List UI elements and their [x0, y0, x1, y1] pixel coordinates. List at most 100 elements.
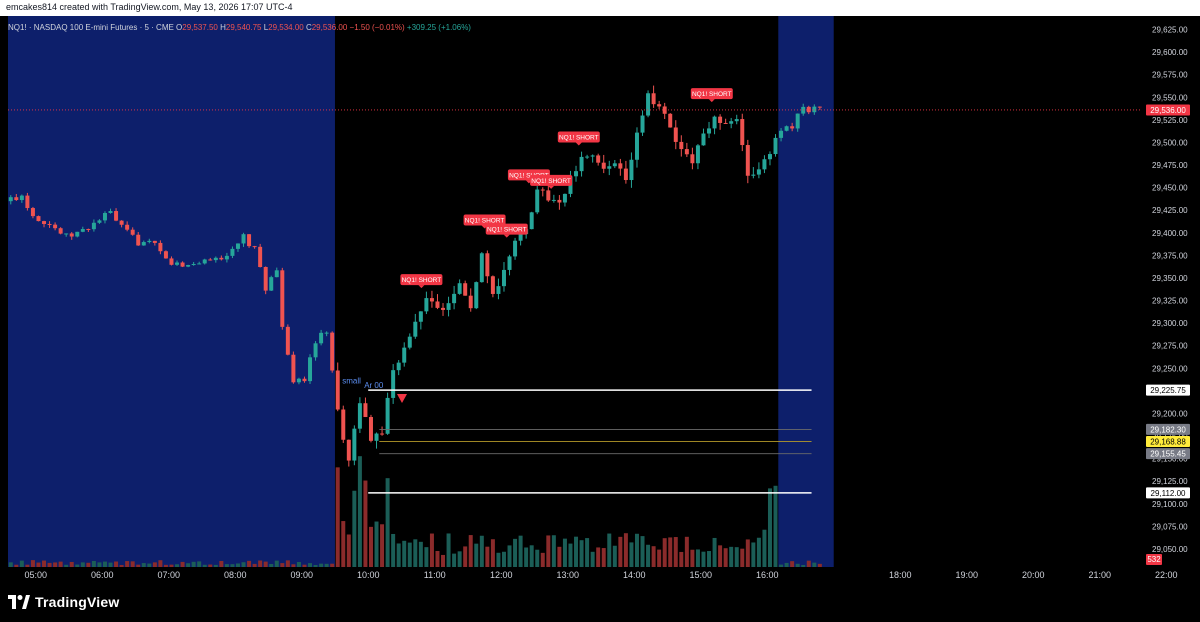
- signal-label-text: NQ1! SHORT: [692, 91, 732, 98]
- volume-bar: [108, 562, 113, 567]
- volume-bar: [97, 562, 102, 567]
- candle: [806, 106, 811, 113]
- volume-bar: [501, 551, 506, 567]
- x-tick-label: 15:00: [689, 570, 712, 580]
- volume-bar: [64, 564, 69, 567]
- drawing-label-text: small: [342, 377, 361, 386]
- volume-bar: [546, 535, 551, 567]
- candle: [19, 195, 24, 201]
- candle: [86, 229, 91, 231]
- volume-bar: [745, 539, 750, 567]
- tradingview-logo[interactable]: TradingView: [8, 594, 119, 610]
- candle: [607, 166, 612, 169]
- candle: [695, 145, 700, 164]
- credit-text: emcakes814 created with TradingView.com,…: [6, 2, 293, 12]
- candle: [418, 311, 423, 322]
- candle: [258, 246, 263, 268]
- volume-bar: [335, 467, 340, 567]
- legend-text: NQ1! · NASDAQ 100 E-mini Futures · 5 · C…: [8, 23, 471, 32]
- volume-bar: [623, 533, 628, 567]
- volume-bar: [391, 533, 396, 567]
- volume-bar: [657, 549, 662, 567]
- volume-tag-bg: [1146, 554, 1162, 565]
- candle: [175, 262, 180, 265]
- candle: [740, 119, 745, 146]
- brand-name: TradingView: [35, 594, 120, 610]
- volume-bar: [119, 564, 124, 567]
- candle: [91, 222, 96, 230]
- volume-bar: [291, 564, 296, 567]
- candle: [557, 199, 562, 203]
- candle: [723, 122, 728, 124]
- volume-bar: [662, 538, 667, 567]
- candle: [114, 211, 119, 221]
- volume-bar: [263, 561, 268, 567]
- candle: [540, 189, 545, 191]
- candle: [230, 248, 235, 256]
- volume-bar: [296, 562, 301, 567]
- candle: [668, 113, 673, 128]
- candle: [136, 234, 141, 246]
- candle: [640, 115, 645, 133]
- candle: [125, 224, 130, 230]
- x-tick-label: 22:00: [1155, 570, 1178, 580]
- y-tick-label: 29,350.00: [1152, 274, 1188, 283]
- candle: [601, 162, 606, 169]
- candle: [474, 282, 479, 309]
- volume-bar: [513, 538, 518, 567]
- candle: [424, 298, 429, 312]
- drawing-label-text: Ar 00: [364, 381, 384, 390]
- candle: [53, 224, 58, 229]
- volume-bar: [219, 560, 224, 567]
- signal-label-text: NQ1! SHORT: [509, 172, 549, 179]
- level-tag: 29,182.30: [1150, 425, 1186, 434]
- volume-bar: [197, 561, 202, 567]
- volume-bar: [795, 563, 800, 567]
- candle: [241, 234, 246, 244]
- signal-label-bg: [557, 131, 600, 143]
- volume-bar: [585, 538, 590, 567]
- y-tick-label: 29,375.00: [1152, 251, 1188, 260]
- volume-bar: [330, 563, 335, 567]
- volume-bar: [14, 564, 19, 567]
- candle: [684, 149, 689, 155]
- volume-bar: [75, 564, 80, 567]
- volume-bar: [91, 560, 96, 567]
- candle: [413, 321, 418, 337]
- candle: [102, 212, 107, 221]
- legend-c-value: 29,536.00: [312, 23, 350, 32]
- level-tag-bg: [1146, 423, 1190, 435]
- volume-bar: [429, 533, 434, 567]
- candle: [429, 298, 434, 302]
- volume-bar: [36, 562, 41, 567]
- signal-label-bg: [463, 214, 506, 226]
- volume-bar: [806, 560, 811, 567]
- volume-bar: [346, 534, 351, 567]
- candle: [590, 155, 595, 157]
- x-tick-label: 09:00: [290, 570, 313, 580]
- x-tick-label: 12:00: [490, 570, 513, 580]
- candle: [623, 168, 628, 181]
- volume-bar: [673, 537, 678, 567]
- signal-label-text: NQ1! SHORT: [559, 134, 599, 141]
- volume-bar: [407, 542, 412, 567]
- volume-bar: [479, 535, 484, 567]
- triangle-down-icon: [397, 394, 407, 403]
- candle: [169, 258, 174, 265]
- volume-bar: [817, 563, 822, 567]
- candle: [308, 357, 313, 382]
- candle: [745, 145, 750, 176]
- volume-bar: [540, 552, 545, 567]
- candle: [507, 256, 512, 270]
- candle: [402, 347, 407, 363]
- volume-bar: [568, 543, 573, 567]
- signal-label-pointer: [708, 99, 715, 103]
- volume-bar: [485, 546, 490, 567]
- volume-bar: [607, 533, 612, 567]
- y-tick-label: 29,125.00: [1152, 477, 1188, 486]
- volume-bar: [47, 562, 52, 567]
- candle: [446, 303, 451, 310]
- y-tick-label: 29,250.00: [1152, 364, 1188, 373]
- candle: [191, 264, 196, 266]
